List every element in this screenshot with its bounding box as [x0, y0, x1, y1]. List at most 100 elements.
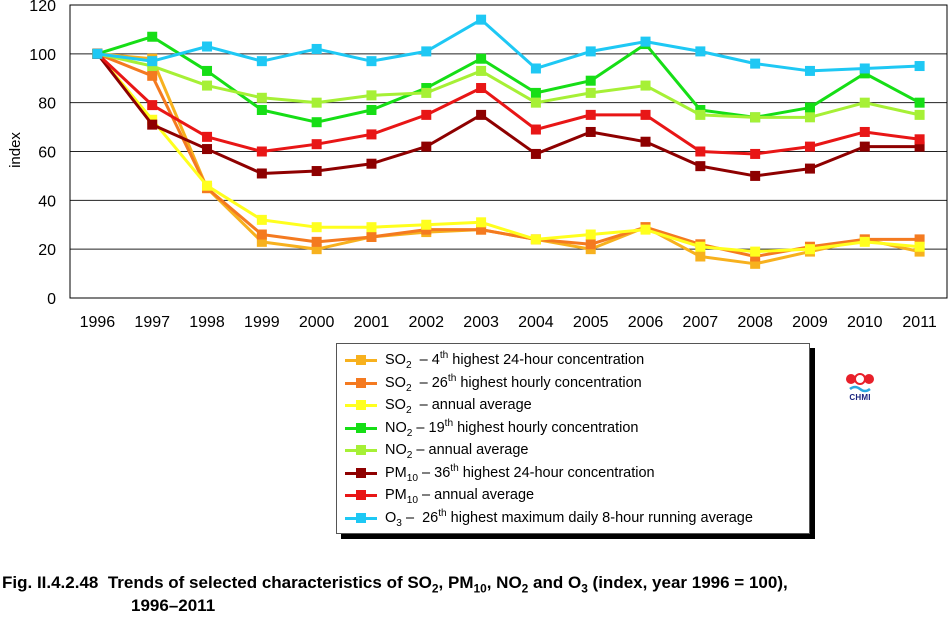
- data-point: [421, 141, 432, 152]
- data-point: [530, 124, 541, 135]
- data-point: [256, 236, 267, 247]
- series-8: [92, 14, 925, 76]
- data-point: [256, 168, 267, 179]
- data-point: [256, 56, 267, 67]
- data-point: [530, 148, 541, 159]
- data-point: [311, 244, 322, 255]
- data-point: [640, 80, 651, 91]
- data-point: [695, 46, 706, 57]
- data-point: [804, 102, 815, 113]
- legend-item: NO2 – annual average: [345, 439, 528, 461]
- data-point: [147, 56, 158, 67]
- x-tick-label: 2009: [792, 314, 828, 331]
- data-point: [859, 236, 870, 247]
- data-point: [914, 109, 925, 120]
- x-tick-label: 2010: [847, 314, 883, 331]
- x-tick-label: 1999: [244, 314, 280, 331]
- caption-sub: 2: [431, 581, 439, 596]
- series-line: [96, 52, 920, 156]
- data-point: [311, 236, 322, 247]
- data-point: [366, 104, 377, 115]
- data-point: [366, 56, 377, 67]
- data-point: [147, 31, 158, 42]
- caption-text-e: (index, year 1996 = 100),: [587, 573, 788, 592]
- data-point: [366, 158, 377, 169]
- plot-area-border: [69, 4, 948, 299]
- x-tick-label: 2004: [518, 314, 554, 331]
- series-line: [97, 52, 920, 119]
- x-tick-labels: 1996 1997 1998 1999 2000 2001 2002 2003 2004 2005…: [80, 314, 937, 331]
- data-point: [585, 239, 596, 250]
- data-point: [421, 109, 432, 120]
- chmi-logo-icon: [846, 373, 874, 393]
- legend-item: PM10 – annual average: [345, 484, 534, 506]
- data-point: [311, 139, 322, 150]
- caption-years: 1996–2011: [131, 596, 216, 615]
- x-tick-label: 2007: [683, 314, 719, 331]
- data-point: [256, 229, 267, 240]
- data-point: [640, 224, 651, 235]
- legend-swatch: [345, 443, 377, 457]
- data-point: [366, 231, 377, 242]
- data-point: [421, 87, 432, 98]
- legend-item: SO2 – 26th highest hourly concentration: [345, 372, 642, 394]
- data-point: [585, 126, 596, 137]
- data-point: [476, 83, 487, 94]
- data-point: [914, 97, 925, 108]
- data-point: [750, 58, 761, 69]
- legend-label: SO2 – annual average: [385, 397, 532, 416]
- y-tick-labels: 0 20 40 60 80 100 120: [29, 0, 56, 308]
- legend-swatch: [345, 466, 377, 480]
- data-point: [256, 104, 267, 115]
- caption-text-a: Trends of selected characteristics of SO: [107, 573, 432, 592]
- data-point: [640, 109, 651, 120]
- x-tick-label: 2005: [573, 314, 609, 331]
- data-point: [421, 46, 432, 57]
- chmi-logo: CHMI: [842, 373, 878, 407]
- data-point: [804, 141, 815, 152]
- data-point: [147, 70, 158, 81]
- data-point: [750, 246, 761, 257]
- y-axis-label: index: [7, 132, 24, 168]
- data-point: [914, 241, 925, 252]
- series-line: [97, 18, 920, 73]
- data-point: [585, 229, 596, 240]
- legend-label: SO2 – 4th highest 24-hour concentration: [385, 350, 645, 371]
- data-point: [585, 109, 596, 120]
- legend-swatch: [345, 421, 377, 435]
- data-point: [750, 112, 761, 123]
- data-point: [914, 234, 925, 245]
- x-tick-label: 2001: [354, 314, 390, 331]
- data-point: [476, 224, 487, 235]
- caption-text-d: and O: [528, 573, 582, 592]
- series-5: [92, 48, 925, 123]
- data-point: [311, 43, 322, 54]
- data-point: [640, 36, 651, 47]
- data-point: [695, 161, 706, 172]
- chart-legend: SO2 – 4th highest 24-hour concentration S…: [336, 343, 810, 534]
- caption-sub: 10: [473, 581, 487, 596]
- data-point: [859, 141, 870, 152]
- chmi-logo-text: CHMI: [849, 393, 871, 402]
- y-tick-label: 60: [38, 145, 56, 162]
- caption-label: Fig. II.4.2.48: [2, 573, 99, 592]
- legend-item: SO2 – annual average: [345, 394, 532, 416]
- y-tick-label: 40: [38, 193, 56, 210]
- legend-label: NO2 – annual average: [385, 442, 529, 461]
- data-point: [859, 126, 870, 137]
- series-3: [92, 48, 925, 257]
- data-point: [147, 119, 158, 130]
- data-point: [530, 234, 541, 245]
- x-tick-label: 2002: [408, 314, 444, 331]
- legend-swatch: [345, 488, 377, 502]
- data-point: [421, 219, 432, 230]
- data-point: [202, 80, 213, 91]
- data-point: [256, 214, 267, 225]
- legend-item: O3 – 26th highest maximum daily 8-hour r…: [345, 507, 753, 529]
- data-point: [476, 217, 487, 228]
- legend-label: O3 – 26th highest maximum daily 8-hour r…: [385, 507, 753, 529]
- legend-swatch: [345, 398, 377, 412]
- x-tick-label: 1998: [189, 314, 225, 331]
- data-point: [202, 144, 213, 155]
- data-point: [750, 148, 761, 159]
